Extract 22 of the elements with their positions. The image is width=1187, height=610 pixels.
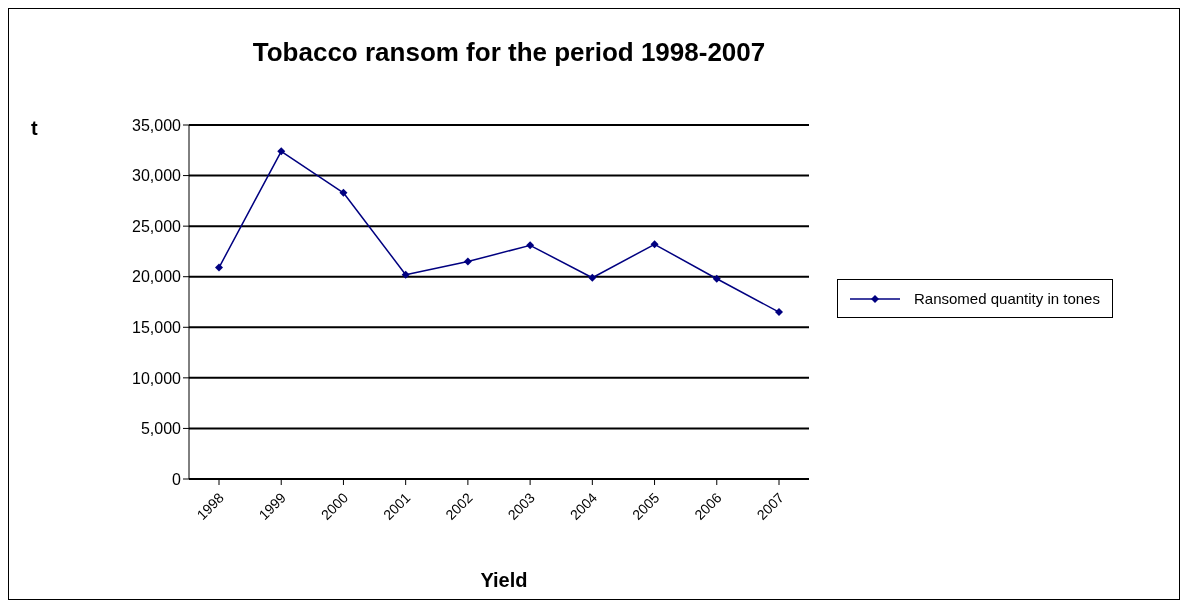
point (463, 257, 472, 266)
point (215, 263, 223, 272)
y-tick-label: 20,000 (132, 268, 182, 286)
point (339, 188, 348, 197)
y-tick-label: 30,000 (132, 167, 182, 185)
y-tick-label: 25,000 (132, 217, 182, 235)
point (712, 274, 721, 283)
y-tick-label: 5,000 (140, 420, 182, 438)
y-tick-label: 35,000 (132, 116, 182, 134)
point (526, 241, 535, 250)
legend-label: Ransomed quantity in tones (914, 290, 1100, 307)
point (650, 240, 659, 249)
y-tick-label: 0 (172, 470, 182, 488)
point (588, 273, 597, 282)
point (775, 308, 783, 317)
y-tick-label: 10,000 (132, 369, 182, 387)
y-tick-label: 15,000 (132, 318, 182, 336)
point (277, 147, 286, 156)
x-axis-title: Yield (479, 569, 529, 592)
y-axis-title: t (31, 117, 38, 140)
point (401, 270, 410, 279)
chart-title: Tobacco ransom for the period 1998-2007 (251, 37, 767, 68)
